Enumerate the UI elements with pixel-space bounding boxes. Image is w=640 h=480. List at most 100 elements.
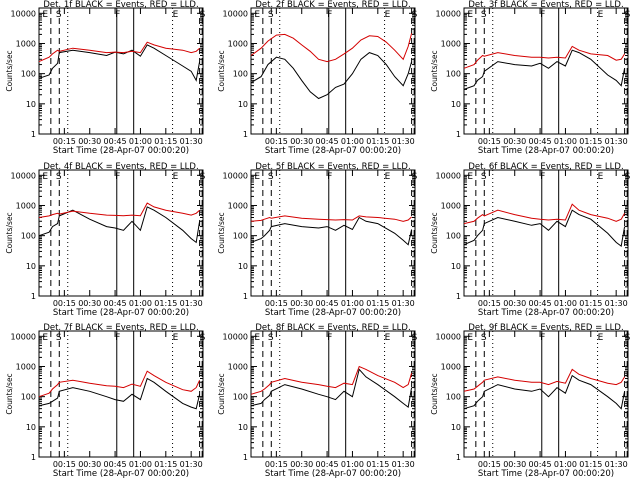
x-tick-label: 01:15 [366,137,389,146]
panel-8: Det. 8f BLACK = Events, RED = LLD. 1 10 100… [217,323,418,479]
y-tick-label: 10000 [11,9,36,18]
x-tick-label: 01:15 [579,460,602,469]
lld-series-line [38,370,201,398]
plot-frame [250,169,416,297]
region-label: F [115,172,120,182]
x-tick-label: 00:15 [53,299,76,308]
y-tick-label: 10 [238,262,248,271]
events-series-line [38,377,201,410]
plot-frame [38,330,204,458]
y-tick-label: 1 [456,453,461,462]
x-tick-label: 01:15 [579,299,602,308]
region-label: E [42,333,48,343]
x-axis-title: Start Time (28-Apr-07 00:00:20) [53,146,189,156]
region-label: S [625,333,631,343]
x-tick-label: 00:45 [529,460,552,469]
x-tick-label: 00:15 [478,460,501,469]
x-tick-label: 00:45 [529,299,552,308]
panel-title: Det. 3f BLACK = Events, RED = LLD. [468,0,623,10]
y-tick-label: 10 [451,100,461,109]
y-tick-label: 10 [26,423,36,432]
region-label: S [625,10,631,20]
y-tick-label: 1 [243,453,248,462]
panel-5: Det. 5f BLACK = Events, RED = LLD. 1 10 100… [217,162,418,318]
x-tick-label: 00:15 [265,460,288,469]
x-tick-label: 00:30 [503,460,526,469]
panel-2: Det. 2f BLACK = Events, RED = LLD. 1 10 100… [217,0,418,156]
panel-3: Det. 3f BLACK = Events, RED = LLD. 1 10 100… [430,0,631,156]
y-tick-label: 10000 [223,171,248,180]
y-tick-label: 1 [243,130,248,139]
x-tick-label: 01:00 [554,137,577,146]
x-tick-label: 01:15 [154,137,177,146]
y-tick-label: 10000 [11,332,36,341]
panel-title: Det. 1f BLACK = Events, RED = LLD. [43,0,198,10]
x-axis-title: Start Time (28-Apr-07 00:00:20) [478,469,614,479]
x-tick-label: 00:15 [478,137,501,146]
region-label: E [173,10,179,20]
y-tick-label: 1 [31,453,36,462]
y-tick-label: 100 [233,70,248,79]
lld-series-line [250,33,413,63]
x-tick-label: 00:45 [104,299,127,308]
x-tick-label: 01:30 [392,137,415,146]
region-label: F [540,172,545,182]
y-axis-title: Counts/sec [5,50,14,91]
region-label: E [42,172,48,182]
x-tick-label: 00:30 [78,137,101,146]
x-tick-label: 01:30 [392,299,415,308]
y-tick-label: 10000 [11,171,36,180]
y-tick-label: 1000 [441,201,461,210]
plot-frame [463,169,629,297]
region-label: S [56,10,62,20]
x-axis-title: Start Time (28-Apr-07 00:00:20) [478,308,614,318]
y-tick-label: 10 [26,100,36,109]
region-label: E [385,333,391,343]
region-label: S [412,333,418,343]
x-tick-label: 00:15 [53,460,76,469]
lld-series-line [463,45,626,69]
y-tick-label: 1000 [228,201,248,210]
y-tick-label: 100 [21,393,36,402]
y-tick-label: 10000 [436,9,461,18]
x-tick-label: 01:00 [129,137,152,146]
x-tick-label: 01:30 [392,460,415,469]
events-series-line [463,49,626,90]
region-label: S [56,172,62,182]
region-label: E [173,172,179,182]
plot-frame [463,330,629,458]
y-tick-label: 10 [451,262,461,271]
events-series-line [38,44,201,82]
region-label: E [42,10,48,20]
y-tick-label: 1 [243,292,248,301]
plot-frame [38,169,204,297]
y-tick-label: 1 [31,130,36,139]
panel-1: Det. 1f BLACK = Events, RED = LLD. 1 10 100… [5,0,206,156]
lld-series-line [463,368,626,392]
panel-title: Det. 9f BLACK = Events, RED = LLD. [468,323,623,333]
x-tick-label: 01:30 [180,299,203,308]
lld-series-line [38,202,200,218]
panel-title: Det. 7f BLACK = Events, RED = LLD. [43,323,198,333]
x-tick-label: 01:00 [341,460,364,469]
region-label: E [385,10,391,20]
y-axis-title: Counts/sec [430,373,439,414]
panel-title: Det. 2f BLACK = Events, RED = LLD. [255,0,410,10]
y-tick-label: 10 [26,262,36,271]
x-tick-label: 01:15 [366,460,389,469]
region-label: F [327,172,332,182]
region-label: S [200,10,206,20]
x-tick-label: 00:15 [478,299,501,308]
x-tick-label: 00:45 [316,299,339,308]
region-label: S [268,333,274,343]
region-label: F [115,333,120,343]
y-axis-title: Counts/sec [217,50,226,91]
y-tick-label: 10000 [223,332,248,341]
region-label: F [327,333,332,343]
region-label: S [268,10,274,20]
y-tick-label: 10000 [223,9,248,18]
lld-series-line [38,41,200,63]
x-tick-label: 01:15 [366,299,389,308]
